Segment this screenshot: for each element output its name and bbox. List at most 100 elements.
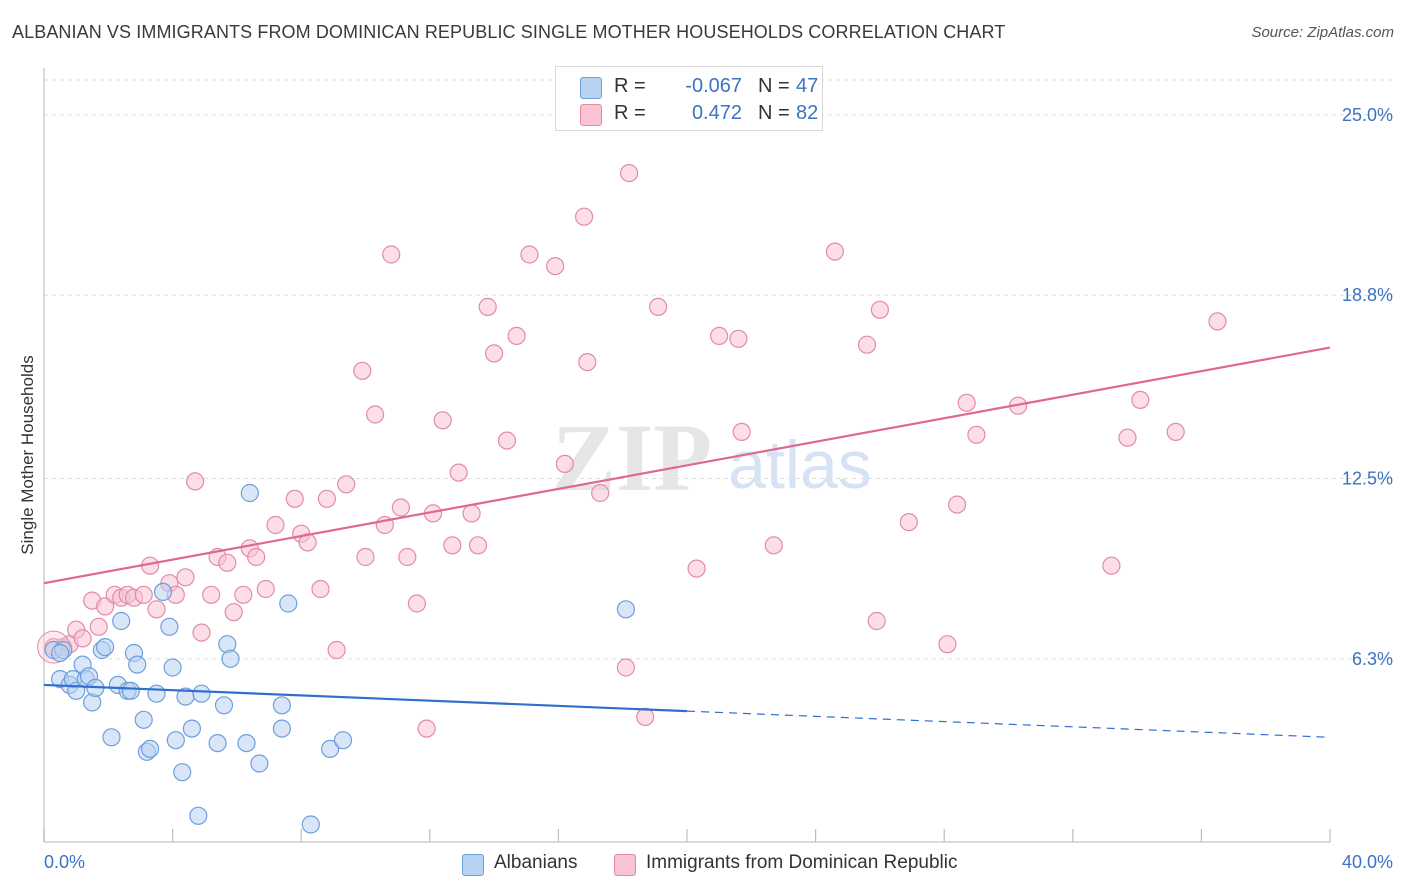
pink-point <box>449 463 468 482</box>
pink-point <box>478 297 497 316</box>
blue-point <box>121 681 140 700</box>
blue-point <box>221 649 240 668</box>
y-tick-label: 6.3% <box>1352 649 1393 669</box>
pink-point <box>619 164 639 183</box>
pink-point <box>327 640 346 660</box>
pink-point <box>433 411 452 430</box>
pink-point <box>256 579 275 599</box>
pink-point <box>1131 390 1150 409</box>
blue-point <box>272 696 291 715</box>
pink-point <box>417 719 436 738</box>
pink-point <box>356 547 375 567</box>
trend-lines <box>43 346 1331 738</box>
blue-point <box>237 733 256 753</box>
blue-point <box>134 710 153 729</box>
pink-point <box>134 585 153 604</box>
pink-point <box>443 536 462 555</box>
blue-point <box>153 582 173 602</box>
pink-point <box>729 329 748 348</box>
pink-point <box>311 579 330 599</box>
pink-point <box>870 300 890 319</box>
blue-point <box>272 719 291 738</box>
blue-point <box>128 655 147 674</box>
blue-point <box>301 815 320 834</box>
blue-point <box>192 684 211 703</box>
pink-point <box>398 547 417 567</box>
legend-r-value: -0.067 <box>685 75 742 97</box>
pink-point <box>1118 428 1137 447</box>
pink-point <box>825 242 845 261</box>
watermark-zip: ZIP <box>552 404 712 511</box>
pink-point <box>687 559 706 578</box>
stats-legend: R = -0.067 N = 47 R = 0.472 N = 82 <box>555 66 823 131</box>
pink-point <box>578 353 597 372</box>
legend-n-label: N = <box>758 102 790 124</box>
blue-point <box>250 754 269 773</box>
pink-point <box>546 257 565 276</box>
pink-point <box>507 326 526 345</box>
blue-trend-dashed <box>686 710 1331 738</box>
pink-point <box>709 326 729 345</box>
pink-point <box>391 498 410 517</box>
pink-point <box>591 483 610 503</box>
pink-point <box>382 245 401 264</box>
blue-point <box>50 643 70 663</box>
y-tick-label: 12.5% <box>1342 468 1393 488</box>
pink-point <box>648 297 668 316</box>
pink-point <box>1208 312 1227 331</box>
blue-point <box>214 696 234 715</box>
pink-point <box>266 515 285 535</box>
legend-r-label: R = <box>614 75 646 97</box>
pink-point <box>938 635 957 654</box>
pink-point <box>192 623 211 642</box>
pink-point <box>89 617 108 636</box>
legend-label-albanians: Albanians <box>494 852 578 873</box>
pink-point <box>73 629 92 648</box>
pink-point <box>462 504 481 523</box>
axes <box>43 68 1331 843</box>
watermark-atlas: atlas <box>728 427 872 503</box>
blue-point <box>189 806 208 825</box>
y-tick-labels: 6.3% 12.5% 18.8% 25.0% <box>1342 105 1393 669</box>
blue-point <box>141 739 160 759</box>
zipatlas-watermark: ZIP atlas <box>552 404 872 511</box>
blue-point <box>321 739 340 759</box>
pink-point <box>247 547 266 567</box>
pink-point <box>1102 556 1121 575</box>
pink-point <box>636 707 655 727</box>
pink-point <box>407 594 426 613</box>
blue-point <box>112 611 131 631</box>
blue-point <box>95 637 115 657</box>
legend-swatch-blue <box>580 77 602 99</box>
blue-points <box>44 483 636 834</box>
blue-trend-line <box>43 683 688 713</box>
blue-point <box>147 684 166 703</box>
y-axis-label: Single Mother Households <box>18 355 37 555</box>
x-tick-min: 0.0% <box>44 852 86 872</box>
y-tick-label: 18.8% <box>1342 285 1393 305</box>
pink-point <box>224 603 243 622</box>
pink-point <box>520 245 539 264</box>
blue-point <box>333 731 353 750</box>
legend-r-value: 0.472 <box>691 102 742 124</box>
pink-point <box>867 611 886 631</box>
pink-point <box>468 536 488 555</box>
pink-point <box>485 344 504 363</box>
chart-title: ALBANIAN VS IMMIGRANTS FROM DOMINICAN RE… <box>12 22 1006 42</box>
legend-swatch-blue <box>462 854 484 876</box>
legend-n-value: 47 <box>796 75 819 97</box>
pink-point <box>147 600 166 619</box>
legend-label-dominican: Immigrants from Dominican Republic <box>646 852 958 873</box>
pink-point <box>1166 422 1185 441</box>
pink-point <box>186 472 205 491</box>
pink-point <box>555 454 574 473</box>
pink-point <box>857 335 877 354</box>
series-legend: Albanians Immigrants from Dominican Repu… <box>0 852 1406 878</box>
pink-point <box>967 425 986 444</box>
pink-point <box>317 489 336 508</box>
x-tick-max: 40.0% <box>1341 852 1393 872</box>
pink-point <box>176 568 195 587</box>
legend-swatch-pink <box>614 854 636 876</box>
legend-r-label: R = <box>614 102 646 124</box>
pink-point <box>353 361 372 380</box>
